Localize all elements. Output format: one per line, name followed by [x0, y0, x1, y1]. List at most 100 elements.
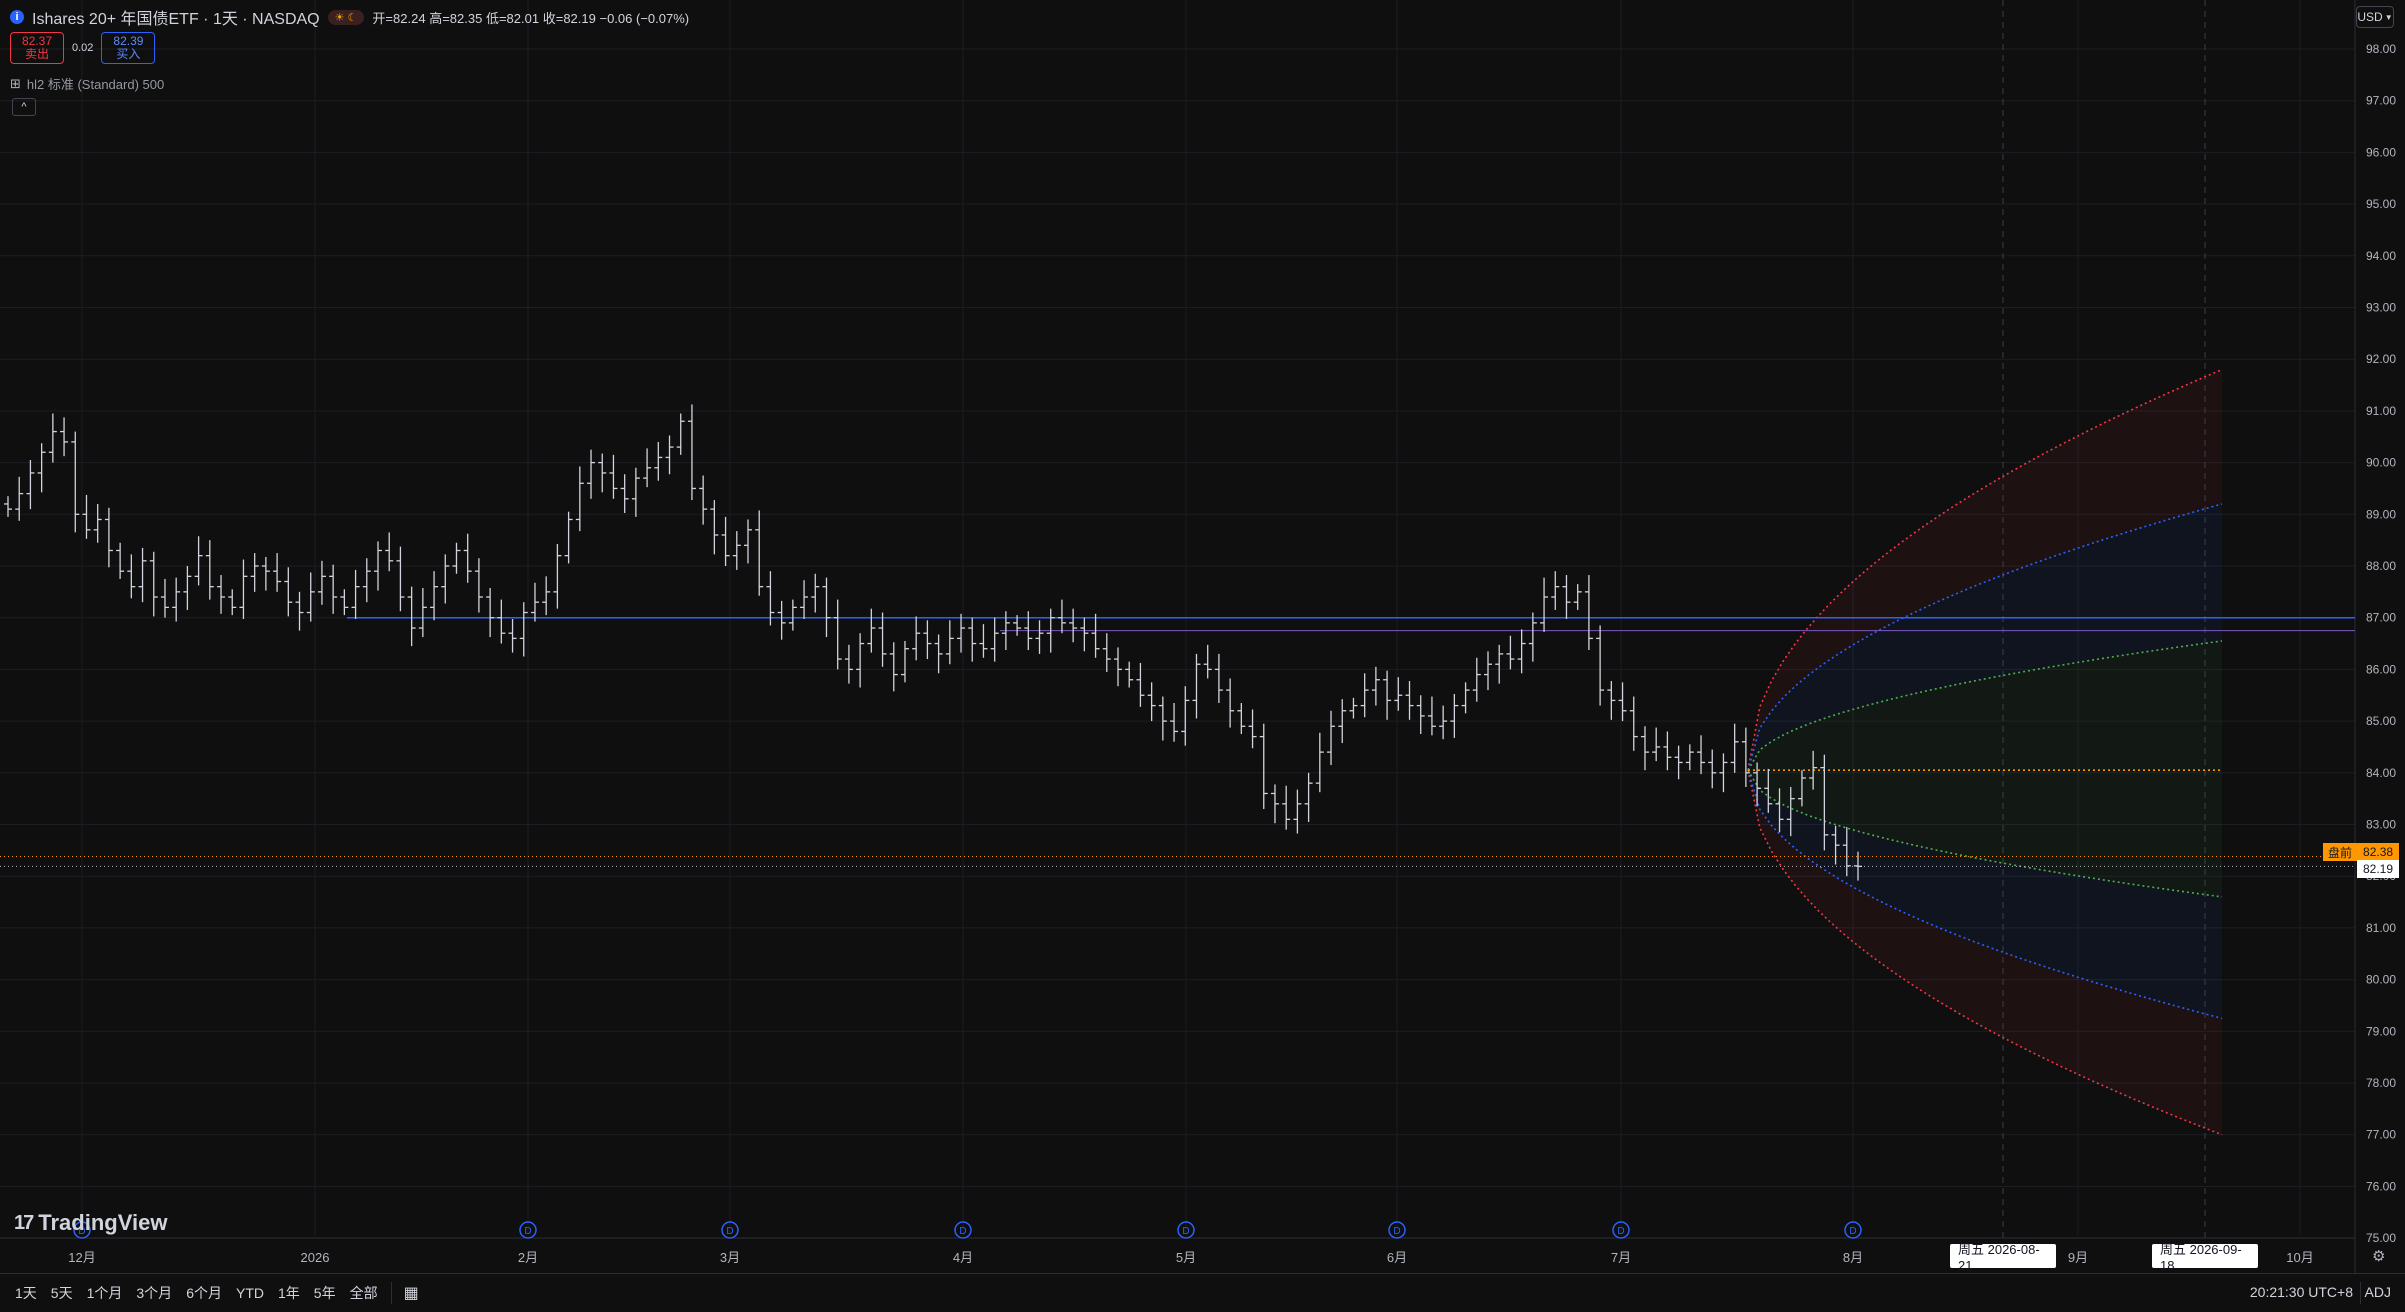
- range-3m[interactable]: 3个月: [136, 1285, 173, 1301]
- buy-label: 买入: [116, 47, 141, 61]
- y-tick-label: 94.00: [2366, 249, 2396, 263]
- collapse-legend-button[interactable]: ^: [12, 98, 36, 116]
- forecast-band-red-upper: [1748, 369, 2222, 771]
- dividend-marker-label: D: [524, 1226, 531, 1237]
- y-tick-label: 85.00: [2366, 714, 2396, 728]
- dividend-marker: [1177, 1221, 1195, 1239]
- sell-label: 卖出: [24, 47, 49, 61]
- x-tick-label: 7月: [1611, 1250, 1631, 1265]
- low-label: 低=: [485, 10, 507, 26]
- open-label: 开=: [372, 10, 394, 26]
- y-tick-label: 75.00: [2366, 1231, 2396, 1245]
- dividend-marker-label: D: [1849, 1226, 1856, 1237]
- y-tick-label: 76.00: [2366, 1179, 2396, 1193]
- date-tag-1: 周五 2026-08-21: [1950, 1242, 2056, 1273]
- indicator-text: hl2 标准 (Standard) 500: [26, 77, 165, 92]
- y-tick-label: 96.00: [2366, 145, 2396, 159]
- dividend-marker-label: D: [1393, 1226, 1400, 1237]
- tradingview-logo[interactable]: 17 TradingView: [14, 1210, 167, 1236]
- buy-price: 82.39: [113, 34, 144, 48]
- range-5y[interactable]: 5年: [313, 1285, 336, 1301]
- chevron-down-icon: ▼: [2384, 12, 2393, 22]
- range-1y[interactable]: 1年: [277, 1285, 300, 1301]
- logo-text: TradingView: [38, 1210, 168, 1235]
- y-tick-label: 84.00: [2366, 766, 2396, 780]
- y-tick-label: 80.00: [2366, 973, 2396, 987]
- y-tick-label: 81.00: [2366, 921, 2396, 935]
- last-price-tag: 82.19: [2357, 860, 2400, 878]
- y-tick-label: 97.00: [2366, 94, 2396, 108]
- y-tick-label: 78.00: [2366, 1076, 2396, 1090]
- y-tick-label: 79.00: [2366, 1024, 2396, 1038]
- x-tick-label: 8月: [1843, 1250, 1863, 1265]
- current-price-tag: 盘前 82.38: [2323, 843, 2400, 861]
- clock-readout[interactable]: 20:21:30 UTC+8: [2249, 1284, 2353, 1300]
- y-tick-label: 91.00: [2366, 404, 2396, 418]
- range-5d[interactable]: 5天: [50, 1285, 73, 1301]
- currency-label: USD: [2357, 10, 2383, 24]
- close-value: 82.19: [563, 10, 596, 26]
- info-icon[interactable]: i: [10, 10, 24, 24]
- forecast-band-red-lower: [1748, 770, 2222, 1135]
- indicator-icon: ⊞: [10, 75, 21, 91]
- adj-button[interactable]: ADJ: [2364, 1284, 2391, 1300]
- calendar-icon[interactable]: ▦: [403, 1285, 419, 1302]
- x-tick-label: 10月: [2286, 1250, 2313, 1265]
- dividend-marker: [721, 1221, 739, 1239]
- x-tick-label: 9月: [2068, 1250, 2088, 1265]
- y-tick-label: 77.00: [2366, 1128, 2396, 1142]
- indicator-legend[interactable]: ⊞ hl2 标准 (Standard) 500: [10, 74, 164, 93]
- current-price-label: 盘前: [2323, 843, 2358, 861]
- trade-panel: 82.37 卖出 0.02 82.39 买入: [10, 32, 156, 64]
- x-tick-label: 3月: [720, 1250, 740, 1265]
- dividend-marker-label: D: [1182, 1226, 1189, 1237]
- range-1d[interactable]: 1天: [15, 1285, 37, 1301]
- toolbar-separator: [2360, 1282, 2361, 1304]
- x-tick-label: 6月: [1387, 1250, 1407, 1265]
- range-ytd[interactable]: YTD: [235, 1285, 264, 1301]
- dividend-marker: [954, 1221, 972, 1239]
- close-label: 收=: [542, 10, 564, 26]
- dividend-marker-label: D: [1617, 1226, 1624, 1237]
- currency-button[interactable]: USD ▼: [2356, 6, 2394, 28]
- y-tick-label: 87.00: [2366, 611, 2396, 625]
- x-tick-label: 4月: [953, 1250, 973, 1265]
- forecast-inner-lower: [1747, 769, 2223, 898]
- high-label: 高=: [429, 10, 450, 26]
- dividend-marker: [1844, 1221, 1862, 1239]
- forecast-outer-lower: [1747, 770, 2223, 1136]
- settings-gear-icon[interactable]: ⚙: [2372, 1248, 2386, 1265]
- range-all[interactable]: 全部: [349, 1285, 378, 1301]
- y-tick-label: 95.00: [2366, 197, 2396, 211]
- low-value: 82.01: [506, 10, 540, 26]
- bottom-toolbar: 1天 5天 1个月 3个月 6个月 YTD 1年 5年 全部 ▦ 20:21:3…: [0, 1273, 2405, 1312]
- x-tick-label: 2月: [518, 1250, 538, 1265]
- tradingview-logo-icon: 17: [14, 1211, 34, 1234]
- y-tick-label: 86.00: [2366, 662, 2396, 676]
- toolbar-separator: [390, 1282, 392, 1304]
- forecast-outer-upper: [1747, 368, 2223, 771]
- y-tick-label: 88.00: [2366, 559, 2396, 573]
- x-tick-label: 2026: [301, 1250, 330, 1265]
- current-price-value: 82.38: [2357, 843, 2400, 861]
- dividend-marker-label: D: [726, 1226, 733, 1237]
- last-price-value: 82.19: [2357, 860, 2400, 878]
- market-hours-badge[interactable]: ☀ ☾: [327, 9, 365, 25]
- forecast-mid-upper: [1747, 503, 2223, 771]
- x-tick-label: 12月: [68, 1250, 95, 1265]
- range-1m[interactable]: 1个月: [86, 1285, 123, 1301]
- symbol-title[interactable]: Ishares 20+ 年国债ETF · 1天 · NASDAQ: [32, 11, 320, 28]
- dividend-marker: [1612, 1221, 1630, 1239]
- range-6m[interactable]: 6个月: [186, 1285, 222, 1301]
- buy-button[interactable]: 82.39 买入: [101, 32, 156, 64]
- high-value: 82.35: [449, 10, 483, 26]
- forecast-band-green: [1748, 640, 2222, 897]
- dividend-marker-label: D: [959, 1226, 966, 1237]
- chart-header: i Ishares 20+ 年国债ETF · 1天 · NASDAQ ☀ ☾ 开…: [10, 6, 689, 28]
- forecast-band-blue-upper: [1748, 503, 2222, 771]
- y-tick-label: 98.00: [2366, 42, 2396, 56]
- sell-button[interactable]: 82.37 卖出: [10, 32, 64, 64]
- y-tick-label: 93.00: [2366, 301, 2396, 315]
- open-value: 82.24: [393, 10, 426, 26]
